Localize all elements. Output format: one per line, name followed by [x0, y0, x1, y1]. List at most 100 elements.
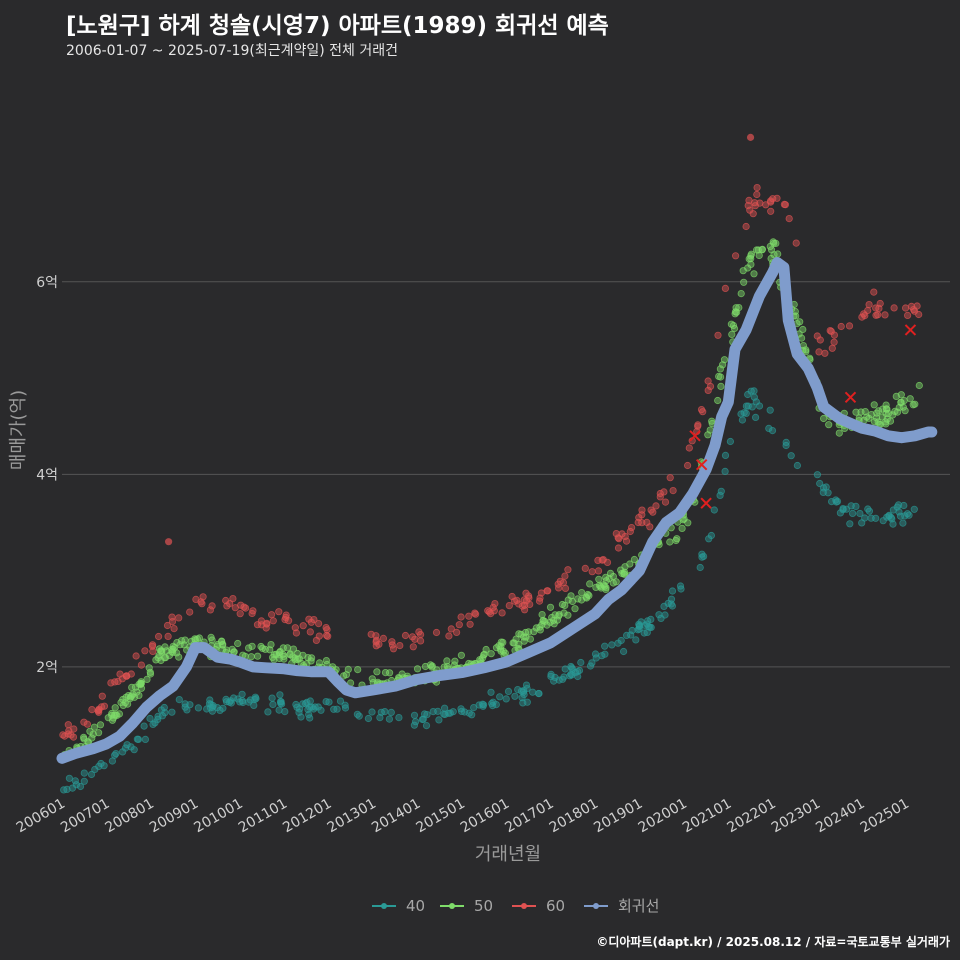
- data-point-40: [440, 710, 448, 718]
- data-point-50: [111, 704, 119, 712]
- data-point-50: [207, 633, 215, 642]
- data-point-50: [595, 575, 603, 583]
- data-point-40: [647, 623, 655, 632]
- data-point-60: [813, 332, 821, 340]
- data-point-40: [514, 685, 522, 694]
- data-point-40: [121, 744, 130, 752]
- data-point-60: [137, 661, 145, 669]
- data-point-50: [730, 324, 739, 333]
- y-tick-label: 6억: [36, 275, 58, 291]
- data-point-40: [717, 487, 725, 495]
- data-point-50: [802, 346, 810, 354]
- data-point-40: [91, 765, 99, 774]
- data-point-40: [420, 710, 429, 718]
- y-axis-ticks: 2억 4억 6억: [36, 275, 58, 676]
- data-point-40: [111, 751, 119, 759]
- data-point-50: [426, 661, 435, 669]
- data-point-60: [598, 556, 606, 564]
- data-point-60: [64, 721, 72, 729]
- data-point-40: [864, 505, 872, 513]
- data-point-50: [95, 729, 103, 737]
- chart-title: [노원구] 하계 청솔(시영7) 아파트(1989) 회귀선 예측: [66, 13, 609, 39]
- data-point-50: [344, 665, 352, 674]
- data-point-40: [601, 642, 609, 650]
- data-point-40: [856, 509, 864, 518]
- data-point-40: [782, 438, 790, 446]
- x-tick-label: 201501: [414, 796, 468, 837]
- data-point-60: [694, 422, 702, 430]
- data-point-40: [227, 697, 235, 705]
- legend-item-회귀선: 회귀선: [584, 897, 659, 915]
- data-point-40: [861, 514, 869, 522]
- data-point-60: [388, 638, 396, 646]
- data-point-60: [229, 594, 237, 603]
- data-point-60: [83, 720, 92, 728]
- data-point-40: [457, 707, 466, 716]
- data-point-40: [766, 406, 774, 414]
- data-point-60: [389, 645, 398, 653]
- data-point-40: [140, 722, 148, 730]
- data-point-40: [151, 719, 159, 727]
- data-point-60: [275, 608, 283, 616]
- data-point-60: [627, 523, 636, 532]
- data-point-40: [157, 706, 165, 714]
- data-point-50: [564, 596, 572, 604]
- data-point-50: [88, 734, 96, 742]
- data-point-60: [683, 461, 692, 470]
- x-tick-label: 201401: [369, 796, 423, 837]
- data-point-50: [339, 672, 348, 680]
- data-point-60: [903, 311, 912, 319]
- data-point-60: [452, 628, 461, 637]
- data-point-60: [721, 284, 730, 292]
- data-point-60: [870, 288, 878, 296]
- data-point-60: [67, 731, 75, 739]
- data-point-50: [901, 407, 909, 415]
- data-point-50: [882, 420, 890, 428]
- data-point-40: [710, 506, 718, 514]
- data-point-60: [416, 637, 425, 645]
- data-point-60: [299, 622, 307, 630]
- data-point-40: [846, 520, 854, 528]
- data-point-50: [740, 278, 748, 286]
- data-point-50: [135, 691, 143, 700]
- data-point-50: [620, 568, 629, 576]
- data-point-60: [292, 629, 300, 637]
- data-point-60: [269, 617, 277, 625]
- data-point-50: [882, 405, 891, 413]
- data-point-40: [737, 410, 745, 418]
- data-point-60: [465, 612, 473, 620]
- data-point-60: [697, 405, 706, 414]
- data-point-60: [744, 202, 752, 210]
- data-point-50: [825, 421, 833, 429]
- data-point-50: [497, 638, 505, 646]
- data-point-40: [275, 706, 283, 714]
- data-point-50: [715, 372, 723, 380]
- data-point-60: [323, 626, 331, 634]
- x-tick-label: 202301: [769, 796, 823, 837]
- data-point-60: [749, 210, 757, 218]
- data-point-50: [161, 643, 169, 651]
- data-point-50: [909, 401, 917, 409]
- data-point-50: [245, 644, 253, 652]
- data-point-40: [667, 600, 675, 608]
- data-point-60: [536, 594, 544, 602]
- data-point-40: [385, 715, 393, 723]
- data-point-50: [520, 637, 528, 645]
- data-point-60: [197, 598, 205, 606]
- data-point-50: [538, 610, 546, 619]
- data-point-40: [577, 658, 585, 667]
- data-point-60: [872, 304, 880, 312]
- data-point-40: [744, 390, 752, 399]
- data-point-40: [628, 626, 636, 635]
- x-tick-label: 202401: [813, 796, 867, 837]
- data-point-50: [626, 560, 634, 568]
- legend-dot: [381, 903, 387, 909]
- data-point-50: [218, 637, 226, 645]
- data-point-60: [745, 196, 753, 204]
- x-tick-label: 202101: [680, 796, 734, 837]
- data-point-40: [183, 706, 191, 714]
- data-point-60: [753, 190, 761, 199]
- data-point-50: [254, 652, 262, 660]
- legend-item-50: 50: [440, 897, 493, 915]
- data-point-60: [457, 613, 465, 621]
